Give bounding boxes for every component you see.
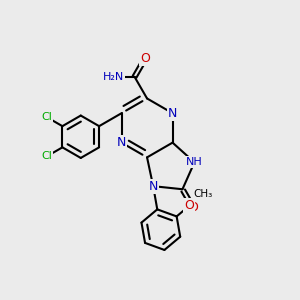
Text: Cl: Cl (41, 112, 52, 122)
Text: O: O (188, 201, 198, 214)
Text: NH: NH (186, 157, 203, 167)
Text: O: O (140, 52, 150, 65)
Text: H₂N: H₂N (103, 72, 124, 82)
Text: O: O (184, 200, 194, 212)
Text: N: N (148, 180, 158, 193)
Text: CH₃: CH₃ (194, 189, 213, 199)
Text: N: N (168, 107, 177, 120)
Text: N: N (117, 136, 126, 149)
Text: Cl: Cl (41, 152, 52, 161)
